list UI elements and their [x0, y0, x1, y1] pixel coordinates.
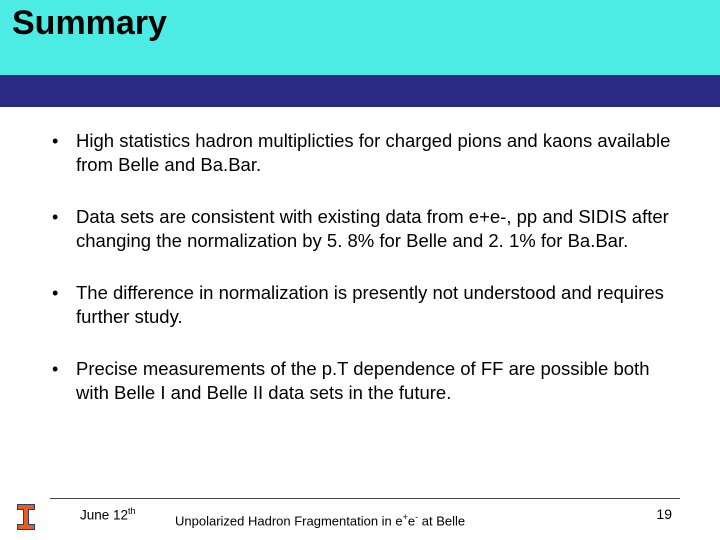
footer-date: June 12th — [80, 506, 136, 523]
bullet-item: • The difference in normalization is pre… — [48, 281, 680, 329]
bullet-marker: • — [48, 205, 76, 253]
content-area: • High statistics hadron multiplicties f… — [0, 107, 720, 405]
divider-band — [0, 75, 720, 107]
title-band: Summary — [0, 0, 720, 75]
bullet-item: • Precise measurements of the p.T depend… — [48, 357, 680, 405]
bullet-marker: • — [48, 281, 76, 329]
bullet-text: High statistics hadron multiplicties for… — [76, 129, 680, 177]
bullet-text: Data sets are consistent with existing d… — [76, 205, 680, 253]
illinois-logo-icon — [10, 500, 42, 534]
bullet-marker: • — [48, 129, 76, 177]
bullet-marker: • — [48, 357, 76, 405]
bullet-item: • High statistics hadron multiplicties f… — [48, 129, 680, 177]
footer: June 12th Unpolarized Hadron Fragmentati… — [0, 498, 720, 540]
bullet-text: Precise measurements of the p.T dependen… — [76, 357, 680, 405]
footer-date-sup: th — [128, 506, 136, 516]
footer-divider-line — [50, 498, 680, 499]
slide-title: Summary — [12, 4, 167, 43]
bullet-text: The difference in normalization is prese… — [76, 281, 680, 329]
footer-page-number: 19 — [656, 506, 672, 522]
footer-date-main: June 12 — [80, 508, 128, 523]
bullet-item: • Data sets are consistent with existing… — [48, 205, 680, 253]
footer-center-text: Unpolarized Hadron Fragmentation in e+e-… — [175, 512, 465, 528]
